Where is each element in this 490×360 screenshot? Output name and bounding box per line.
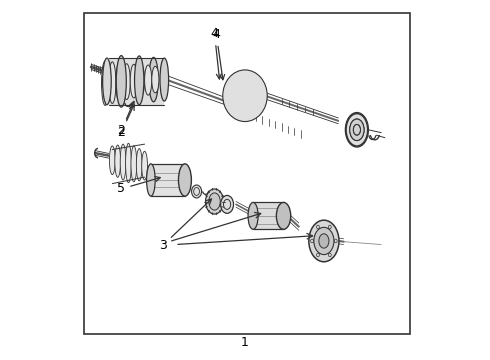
Ellipse shape (137, 65, 145, 96)
Ellipse shape (116, 63, 123, 102)
Ellipse shape (345, 113, 368, 147)
Ellipse shape (231, 84, 248, 107)
Text: 1: 1 (241, 336, 249, 349)
Ellipse shape (147, 164, 155, 196)
Ellipse shape (120, 144, 126, 180)
Ellipse shape (102, 58, 111, 105)
Ellipse shape (223, 70, 267, 122)
Ellipse shape (131, 146, 137, 182)
Ellipse shape (309, 220, 339, 262)
Ellipse shape (125, 143, 131, 183)
Ellipse shape (101, 61, 109, 105)
Text: 4: 4 (211, 27, 221, 79)
Ellipse shape (130, 64, 137, 98)
Ellipse shape (178, 164, 192, 196)
Bar (151, 164, 185, 196)
Ellipse shape (350, 119, 364, 140)
Ellipse shape (116, 55, 126, 107)
Bar (109, 58, 164, 105)
Ellipse shape (109, 62, 116, 103)
Ellipse shape (109, 146, 115, 175)
Ellipse shape (192, 185, 201, 198)
Ellipse shape (160, 58, 169, 101)
Ellipse shape (135, 56, 144, 105)
Ellipse shape (346, 114, 368, 146)
Ellipse shape (209, 193, 221, 210)
Ellipse shape (314, 227, 334, 255)
Ellipse shape (205, 189, 223, 214)
Ellipse shape (149, 57, 158, 102)
Ellipse shape (248, 202, 258, 229)
Ellipse shape (123, 64, 130, 100)
Ellipse shape (136, 149, 142, 181)
Ellipse shape (145, 65, 152, 95)
Ellipse shape (220, 195, 234, 213)
Ellipse shape (152, 66, 159, 93)
Text: 5: 5 (117, 177, 160, 195)
Text: 3: 3 (159, 199, 212, 252)
Ellipse shape (115, 145, 121, 177)
Ellipse shape (319, 234, 329, 248)
Text: 4: 4 (212, 28, 224, 80)
Ellipse shape (142, 151, 147, 180)
Bar (84, 13, 410, 334)
Ellipse shape (350, 119, 364, 140)
Ellipse shape (276, 202, 291, 229)
Text: 2: 2 (117, 102, 134, 138)
Text: 2: 2 (117, 105, 134, 139)
Bar (253, 202, 284, 229)
Ellipse shape (228, 78, 255, 113)
Ellipse shape (225, 74, 261, 117)
